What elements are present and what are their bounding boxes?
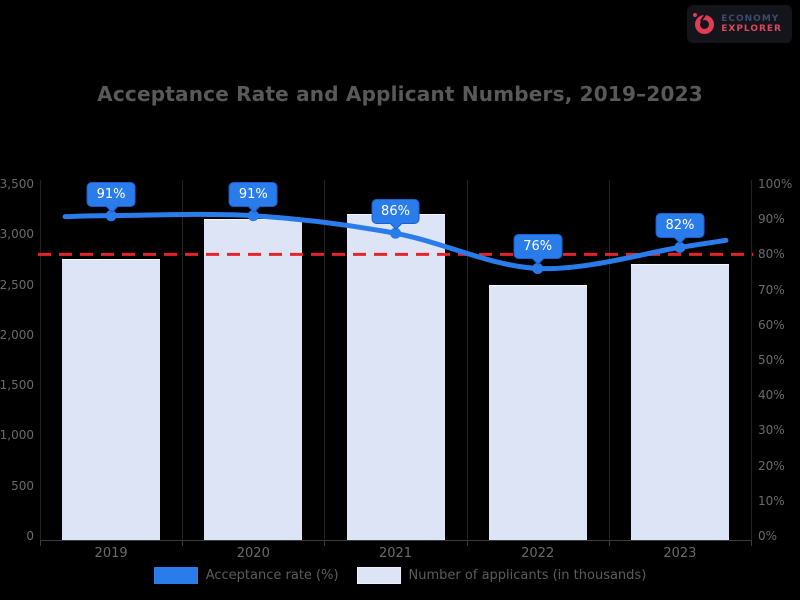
legend-swatch-line-series — [153, 567, 198, 584]
line-label-2019: 91% — [86, 181, 136, 207]
line-point-2019[interactable] — [105, 210, 117, 222]
line-point-2021[interactable] — [390, 227, 401, 239]
brand-name-top: ECONOMY — [721, 14, 780, 24]
right-axis-tick-label: 0% — [758, 529, 778, 543]
x-axis-tick — [324, 540, 326, 546]
right-axis-tick-label: 80% — [758, 247, 785, 262]
line-point-2020[interactable] — [247, 210, 259, 222]
right-axis-tick-label: 60% — [758, 317, 785, 332]
right-axis-tick-label: 20% — [758, 458, 785, 473]
category-gridline — [608, 180, 610, 540]
right-axis-tick-label: 10% — [758, 493, 785, 508]
x-axis-tick — [182, 540, 184, 546]
line-label-2020: 91% — [228, 181, 278, 207]
left-axis-tick-label: 3,000 — [0, 227, 34, 242]
bar-2023[interactable] — [630, 264, 729, 541]
legend-swatch-bar-series — [356, 567, 401, 584]
bar-2020[interactable] — [204, 219, 303, 541]
right-axis-tick-label: 40% — [758, 388, 785, 403]
left-axis-tick-label: 2,000 — [0, 327, 34, 342]
line-series-layer — [38, 210, 753, 274]
x-axis-label-2019: 2019 — [94, 546, 128, 561]
left-axis-tick-label: 500 — [11, 478, 34, 493]
line-label-2021: 86% — [371, 199, 420, 225]
legend-item-acceptance-rate[interactable]: Acceptance rate (%) — [153, 567, 339, 584]
right-axis-tick-label: 90% — [758, 212, 785, 227]
left-axis-tick-label: 1,000 — [0, 428, 34, 443]
category-gridline — [324, 180, 326, 540]
legend-item-applicants[interactable]: Number of applicants (in thousands) — [356, 567, 647, 584]
x-axis-tick — [466, 540, 468, 546]
left-axis-tick-label: 0 — [26, 529, 34, 543]
category-gridline — [182, 180, 184, 540]
left-axis-tick-label: 3,500 — [0, 177, 34, 191]
x-axis-tick — [608, 540, 610, 546]
x-axis-label-2023: 2023 — [663, 546, 697, 561]
plot-area — [38, 180, 753, 541]
right-axis-tick-label: 50% — [758, 353, 785, 367]
brand-logo: ECONOMY EXPLORER — [687, 5, 792, 43]
chart-title: Acceptance Rate and Applicant Numbers, 2… — [97, 82, 703, 106]
x-axis-tick — [751, 540, 752, 546]
left-axis-tick-label: 1,500 — [0, 378, 34, 393]
x-axis-label-2021: 2021 — [378, 546, 413, 561]
category-gridline — [40, 180, 41, 540]
right-axis-tick-label: 70% — [758, 282, 785, 297]
bar-2021[interactable] — [346, 214, 445, 541]
category-gridline — [466, 180, 468, 540]
line-point-2022[interactable] — [532, 262, 544, 274]
x-axis-label-2020: 2020 — [236, 546, 270, 561]
donut-logo-icon — [693, 12, 715, 34]
line-label-2022: 76% — [513, 234, 563, 260]
line-label-2023: 82% — [655, 213, 705, 239]
brand-name-bottom: EXPLORER — [721, 24, 782, 34]
line-point-2023[interactable] — [674, 241, 686, 253]
legend-label-applicants: Number of applicants (in thousands) — [408, 568, 647, 583]
x-axis-tick — [40, 540, 41, 546]
right-axis-tick-label: 30% — [758, 423, 785, 438]
legend: Acceptance rate (%) Number of applicants… — [0, 567, 800, 584]
brand-logo-text: ECONOMY EXPLORER — [721, 14, 782, 34]
bar-2022[interactable] — [488, 284, 587, 541]
x-axis-line — [40, 540, 752, 541]
left-axis-tick-label: 2,500 — [0, 277, 34, 292]
category-gridline — [751, 180, 752, 540]
legend-label-acceptance-rate: Acceptance rate (%) — [205, 568, 339, 583]
x-axis-label-2022: 2022 — [521, 546, 555, 561]
bar-2019[interactable] — [62, 259, 161, 541]
right-axis-tick-label: 100% — [758, 177, 793, 191]
